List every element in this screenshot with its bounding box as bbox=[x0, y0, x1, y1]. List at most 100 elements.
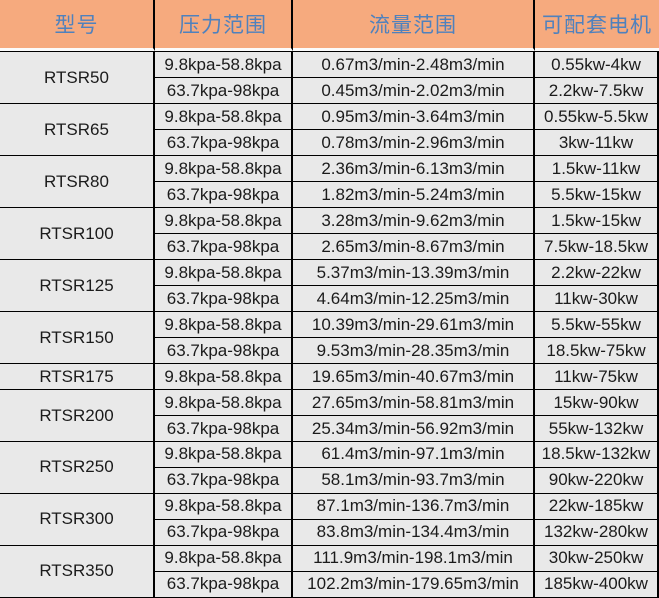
pressure-cell: 63.7kpa-98kpa bbox=[155, 286, 293, 313]
model-cell: RTSR50 bbox=[0, 51, 155, 105]
flow-cell: 0.78m3/min-2.96m3/min bbox=[293, 130, 535, 157]
flow-cell: 102.2m3/min-179.65m3/min bbox=[293, 571, 535, 598]
pressure-cell: 9.8kpa-58.8kpa bbox=[155, 208, 293, 235]
flow-cell: 9.53m3/min-28.35m3/min bbox=[293, 338, 535, 365]
pressure-cell: 9.8kpa-58.8kpa bbox=[155, 493, 293, 520]
flow-cell: 0.45m3/min-2.02m3/min bbox=[293, 78, 535, 105]
pressure-cell: 9.8kpa-58.8kpa bbox=[155, 545, 293, 572]
spec-row: 63.7kpa-98kpa 4.64m3/min-12.25m3/min 11kw-… bbox=[0, 286, 659, 313]
spec-row: RTSR300 9.8kpa-58.8kpa 87.1m3/min-136.7m3/… bbox=[0, 493, 659, 546]
pressure-cell: 9.8kpa-58.8kpa bbox=[155, 51, 293, 79]
spec-table-header: 型号 压力范围 流量范围 可配套电机 bbox=[0, 0, 659, 51]
motor-cell: 5.5kw-15kw bbox=[535, 182, 659, 209]
flow-cell: 3.28m3/min-9.62m3/min bbox=[293, 208, 535, 235]
spec-row: RTSR350 9.8kpa-58.8kpa 111.9m3/min-198.1m3… bbox=[0, 545, 659, 598]
spec-row: RTSR65 9.8kpa-58.8kpa 0.95m3/min-3.64m3/mi… bbox=[0, 104, 659, 157]
flow-cell: 4.64m3/min-12.25m3/min bbox=[293, 286, 535, 313]
pressure-cell: 63.7kpa-98kpa bbox=[155, 519, 293, 546]
flow-cell: 0.67m3/min-2.48m3/min bbox=[293, 51, 535, 79]
pressure-cell: 63.7kpa-98kpa bbox=[155, 338, 293, 365]
motor-cell: 1.5kw-11kw bbox=[535, 156, 659, 183]
pressure-cell: 9.8kpa-58.8kpa bbox=[155, 312, 293, 339]
motor-cell: 185kw-400kw bbox=[535, 571, 659, 598]
model-cell: RTSR200 bbox=[0, 390, 155, 442]
pressure-cell: 63.7kpa-98kpa bbox=[155, 571, 293, 598]
spec-row: RTSR80 9.8kpa-58.8kpa 2.36m3/min-6.13m3/mi… bbox=[0, 156, 659, 209]
motor-cell: 0.55kw-4kw bbox=[535, 51, 659, 79]
flow-cell: 61.4m3/min-97.1m3/min bbox=[293, 442, 535, 468]
motor-cell: 2.2kw-7.5kw bbox=[535, 78, 659, 105]
pressure-cell: 9.8kpa-58.8kpa bbox=[155, 260, 293, 287]
model-cell: RTSR300 bbox=[0, 493, 155, 546]
pressure-cell: 63.7kpa-98kpa bbox=[155, 78, 293, 105]
spec-row: RTSR250 9.8kpa-58.8kpa 61.4m3/min-97.1m3/m… bbox=[0, 442, 659, 494]
motor-cell: 30kw-250kw bbox=[535, 545, 659, 572]
motor-cell: 1.5kw-15kw bbox=[535, 208, 659, 235]
model-cell: RTSR250 bbox=[0, 442, 155, 494]
motor-cell: 5.5kw-55kw bbox=[535, 312, 659, 339]
motor-cell: 0.55kw-5.5kw bbox=[535, 104, 659, 131]
flow-cell: 0.95m3/min-3.64m3/min bbox=[293, 104, 535, 131]
model-cell: RTSR350 bbox=[0, 545, 155, 598]
spec-row: 63.7kpa-98kpa 9.53m3/min-28.35m3/min 18.5k… bbox=[0, 338, 659, 365]
motor-cell: 55kw-132kw bbox=[535, 416, 659, 442]
column-header-model: 型号 bbox=[0, 0, 155, 51]
flow-cell: 25.34m3/min-56.92m3/min bbox=[293, 416, 535, 442]
spec-row: RTSR200 9.8kpa-58.8kpa 27.65m3/min-58.81m3… bbox=[0, 390, 659, 442]
spec-row: 63.7kpa-98kpa 83.8m3/min-134.4m3/min 132kw… bbox=[0, 519, 659, 546]
flow-cell: 27.65m3/min-58.81m3/min bbox=[293, 390, 535, 417]
spec-row: 63.7kpa-98kpa 58.1m3/min-93.7m3/min 90kw-2… bbox=[0, 467, 659, 494]
column-header-pressure: 压力范围 bbox=[155, 0, 293, 51]
pressure-cell: 63.7kpa-98kpa bbox=[155, 234, 293, 261]
flow-cell: 19.65m3/min-40.67m3/min bbox=[293, 364, 535, 391]
spec-row: 63.7kpa-98kpa 25.34m3/min-56.92m3/min 55kw… bbox=[0, 416, 659, 442]
pressure-cell: 63.7kpa-98kpa bbox=[155, 416, 293, 442]
model-cell: RTSR80 bbox=[0, 156, 155, 209]
flow-cell: 10.39m3/min-29.61m3/min bbox=[293, 312, 535, 339]
motor-cell: 3kw-11kw bbox=[535, 130, 659, 157]
motor-cell: 90kw-220kw bbox=[535, 467, 659, 494]
spec-row: 63.7kpa-98kpa 0.45m3/min-2.02m3/min 2.2kw-… bbox=[0, 78, 659, 105]
column-header-flow: 流量范围 bbox=[293, 0, 535, 51]
pressure-cell: 9.8kpa-58.8kpa bbox=[155, 104, 293, 131]
flow-cell: 87.1m3/min-136.7m3/min bbox=[293, 493, 535, 520]
model-cell: RTSR175 bbox=[0, 364, 155, 391]
motor-cell: 18.5kw-132kw bbox=[535, 442, 659, 468]
spec-row: 63.7kpa-98kpa 1.82m3/min-5.24m3/min 5.5kw-… bbox=[0, 182, 659, 209]
spec-row: 63.7kpa-98kpa 2.65m3/min-8.67m3/min 7.5kw-… bbox=[0, 234, 659, 261]
flow-cell: 83.8m3/min-134.4m3/min bbox=[293, 519, 535, 546]
spec-row: 63.7kpa-98kpa 0.78m3/min-2.96m3/min 3kw-11… bbox=[0, 130, 659, 157]
model-cell: RTSR65 bbox=[0, 104, 155, 157]
flow-cell: 111.9m3/min-198.1m3/min bbox=[293, 545, 535, 572]
spec-row: RTSR125 9.8kpa-58.8kpa 5.37m3/min-13.39m3/… bbox=[0, 260, 659, 313]
pressure-cell: 9.8kpa-58.8kpa bbox=[155, 156, 293, 183]
pressure-cell: 63.7kpa-98kpa bbox=[155, 130, 293, 157]
column-header-motor: 可配套电机 bbox=[535, 0, 659, 51]
flow-cell: 5.37m3/min-13.39m3/min bbox=[293, 260, 535, 287]
model-cell: RTSR125 bbox=[0, 260, 155, 313]
header-row: 型号 压力范围 流量范围 可配套电机 bbox=[0, 0, 659, 51]
motor-cell: 7.5kw-18.5kw bbox=[535, 234, 659, 261]
motor-cell: 15kw-90kw bbox=[535, 390, 659, 417]
spec-row: RTSR175 9.8kpa-58.8kpa 19.65m3/min-40.67m3… bbox=[0, 364, 659, 391]
motor-cell: 22kw-185kw bbox=[535, 493, 659, 520]
model-cell: RTSR100 bbox=[0, 208, 155, 261]
pressure-cell: 9.8kpa-58.8kpa bbox=[155, 390, 293, 417]
spec-row: RTSR150 9.8kpa-58.8kpa 10.39m3/min-29.61m3… bbox=[0, 312, 659, 365]
pressure-cell: 9.8kpa-58.8kpa bbox=[155, 442, 293, 468]
spec-row: RTSR100 9.8kpa-58.8kpa 3.28m3/min-9.62m3/m… bbox=[0, 208, 659, 261]
pressure-cell: 63.7kpa-98kpa bbox=[155, 467, 293, 494]
flow-cell: 58.1m3/min-93.7m3/min bbox=[293, 467, 535, 494]
motor-cell: 132kw-280kw bbox=[535, 519, 659, 546]
motor-cell: 11kw-75kw bbox=[535, 364, 659, 391]
motor-cell: 11kw-30kw bbox=[535, 286, 659, 313]
motor-cell: 2.2kw-22kw bbox=[535, 260, 659, 287]
pressure-cell: 9.8kpa-58.8kpa bbox=[155, 364, 293, 391]
flow-cell: 2.65m3/min-8.67m3/min bbox=[293, 234, 535, 261]
pressure-cell: 63.7kpa-98kpa bbox=[155, 182, 293, 209]
model-cell: RTSR150 bbox=[0, 312, 155, 365]
spec-row: 63.7kpa-98kpa 102.2m3/min-179.65m3/min 185… bbox=[0, 571, 659, 598]
flow-cell: 2.36m3/min-6.13m3/min bbox=[293, 156, 535, 183]
